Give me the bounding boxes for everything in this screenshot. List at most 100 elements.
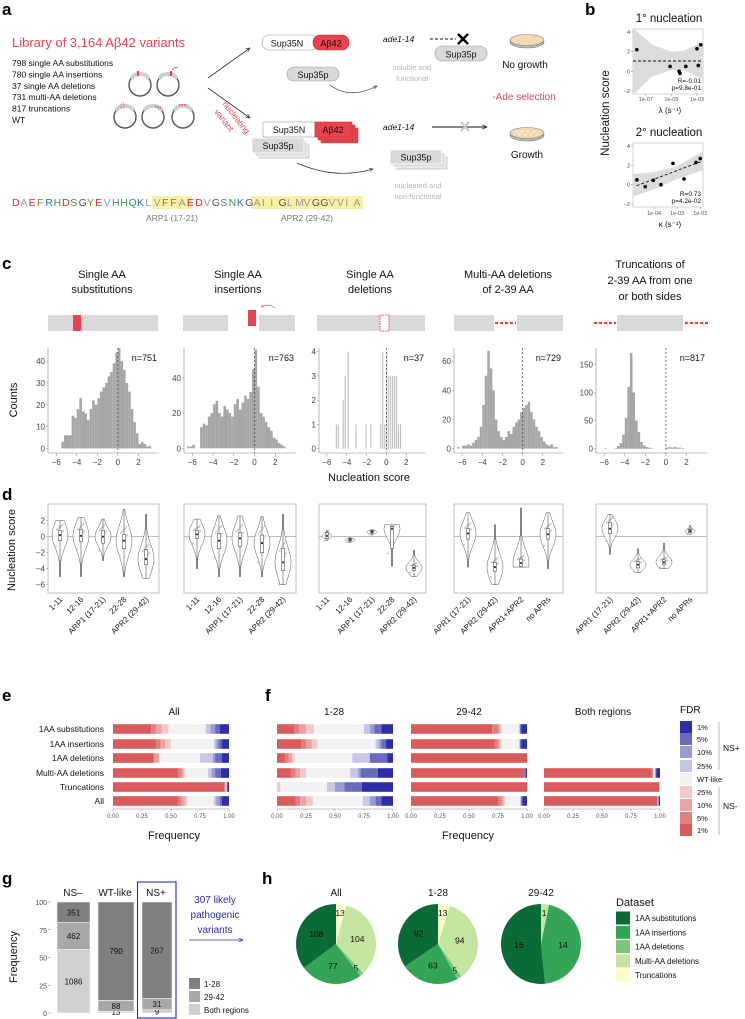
peptide-bar xyxy=(517,315,563,331)
bar-segment xyxy=(524,768,526,778)
data-point xyxy=(635,178,639,182)
bar-segment xyxy=(306,739,312,749)
data-point xyxy=(695,46,699,51)
bar-segment xyxy=(544,768,652,778)
bar-segment xyxy=(501,739,519,749)
jitter-point xyxy=(394,523,397,526)
bar-segment xyxy=(520,796,522,806)
histogram-title: Single AA xyxy=(346,269,394,281)
jitter-point xyxy=(235,552,237,555)
residue: S xyxy=(70,197,77,209)
x-tick-label: 0.25 xyxy=(300,814,312,820)
jitter-point xyxy=(76,528,79,531)
jitter-point xyxy=(57,527,60,530)
jitter-point xyxy=(516,558,519,561)
jitter-point xyxy=(640,561,643,564)
plot-frame xyxy=(318,503,427,594)
bar-segment xyxy=(288,753,293,763)
bar-segment xyxy=(350,768,359,778)
panel-label-d: d xyxy=(2,485,12,504)
histogram-bar xyxy=(462,445,465,449)
x-tick-label: 0 xyxy=(520,458,525,467)
bar-segment xyxy=(181,768,184,778)
stacked-bar-facet: Both regions 0.00 0.25 0.50 0.75 1.00 xyxy=(538,707,666,820)
selection-label: -Ade selection xyxy=(492,92,555,103)
variant-schematic-icon xyxy=(594,315,710,331)
histogram-bar xyxy=(143,444,147,449)
bar-segment xyxy=(411,768,525,778)
violin-median xyxy=(144,557,148,561)
bar-segment xyxy=(658,796,659,806)
y-tick-label: 2 xyxy=(41,517,46,526)
x-tick-label: 0.00 xyxy=(538,814,550,820)
histogram-bar xyxy=(492,390,495,449)
pie-slice xyxy=(541,904,550,944)
apr2-highlight xyxy=(251,196,363,209)
bar-segment xyxy=(219,724,229,734)
violin-median xyxy=(608,527,612,530)
gene-label: ade1-14 xyxy=(383,34,414,44)
n-count-label: n=37 xyxy=(404,353,424,363)
y-tick-label: 2 xyxy=(627,163,630,169)
y-tick-label: −2 xyxy=(624,202,630,208)
jitter-point xyxy=(605,540,607,542)
histogram-bar xyxy=(280,444,284,449)
legend-swatch xyxy=(616,940,630,954)
jitter-point xyxy=(214,556,216,559)
histogram-title: 2-39 AA from one xyxy=(608,275,693,287)
histogram-bar xyxy=(344,375,346,449)
variant-count-item: WT xyxy=(12,115,25,125)
histogram-bar xyxy=(637,431,641,449)
residue: V xyxy=(329,197,336,209)
histogram-bar xyxy=(504,436,508,449)
histogram-bar xyxy=(141,441,144,449)
bar-segment xyxy=(503,796,505,806)
bar-segment xyxy=(212,753,216,763)
group-label: NS+ xyxy=(146,888,166,899)
residue: K xyxy=(137,197,144,209)
plate-agar xyxy=(509,34,545,46)
y-tick-label: 75 xyxy=(39,928,47,935)
plasmid-insert xyxy=(172,103,194,112)
data-point xyxy=(694,160,698,165)
histogram-bar xyxy=(370,424,372,449)
bar-segment xyxy=(154,753,160,763)
y-tick-label: 20 xyxy=(36,401,45,410)
histogram-bar xyxy=(223,406,226,449)
y-tick-label: 4 xyxy=(627,30,630,36)
x-tick-label: −2 xyxy=(498,458,508,467)
bar-segment xyxy=(314,724,364,734)
y-tick-label: 30 xyxy=(36,379,45,388)
bar-segment xyxy=(226,782,228,792)
plasmid-insert xyxy=(142,103,164,112)
histogram-bar xyxy=(63,435,67,449)
legend-label: Multi-AA deletions xyxy=(635,957,699,966)
jitter-point xyxy=(58,526,61,529)
histogram-bar xyxy=(390,375,392,449)
x-tick-label: 1.00 xyxy=(223,814,235,820)
bar-segment xyxy=(544,782,660,792)
y-tick-label: 2 xyxy=(312,396,317,405)
bar-segment xyxy=(518,724,521,734)
legend-swatch xyxy=(680,733,692,745)
row-label: 1AA insertions xyxy=(50,739,104,749)
jitter-point xyxy=(493,559,496,562)
bar-segment xyxy=(56,949,91,1014)
panel-label-c: c xyxy=(2,254,11,273)
legend-label: 25% xyxy=(697,788,712,797)
residue: G xyxy=(320,197,328,209)
slice-value: 63 xyxy=(428,960,438,970)
colony xyxy=(524,133,526,136)
y-tick-label: 0 xyxy=(177,444,182,453)
histogram-bar xyxy=(277,442,281,449)
histogram-title: or both sides xyxy=(619,291,682,303)
bar-segment xyxy=(411,753,527,763)
variant-count-item: 817 truncations xyxy=(12,104,70,114)
residue: N xyxy=(229,197,237,209)
histogram-bar xyxy=(236,399,239,449)
histogram-bar xyxy=(619,443,623,449)
jitter-point xyxy=(263,524,266,527)
x-tick-label: 1e-04 xyxy=(647,211,661,217)
stacked-bar: NS+ 931 267 xyxy=(141,888,173,1016)
